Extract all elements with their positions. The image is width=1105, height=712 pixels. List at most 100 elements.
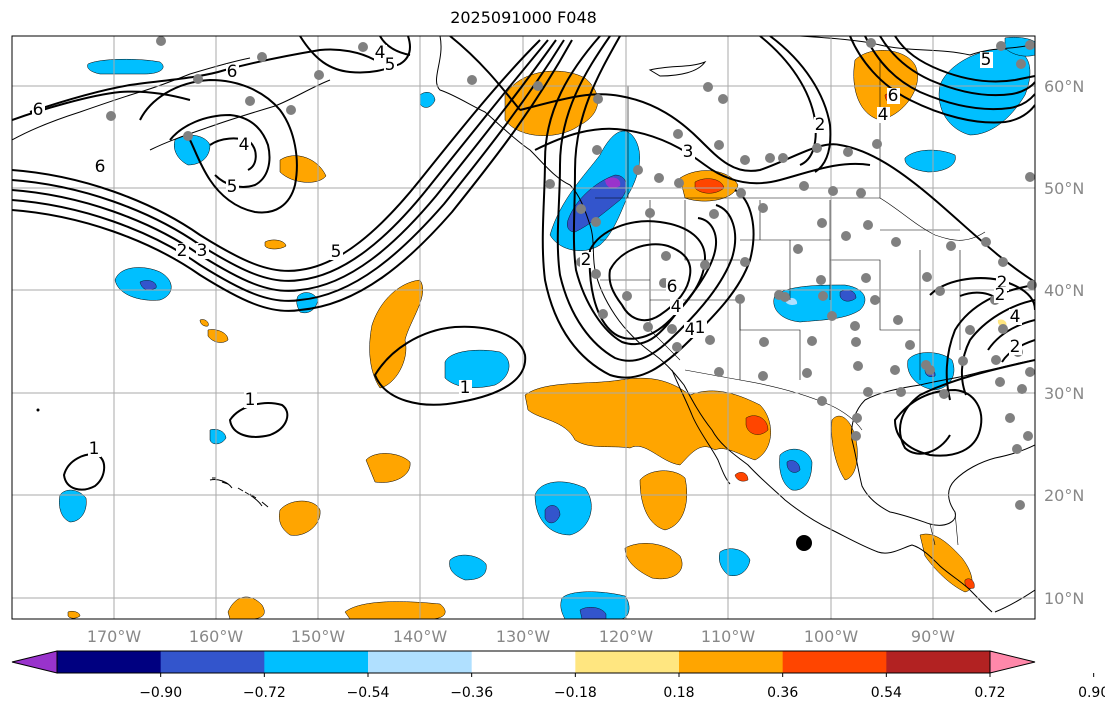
station-marker — [965, 325, 975, 335]
station-marker — [598, 309, 608, 319]
station-marker — [807, 336, 817, 346]
station-marker — [841, 231, 851, 241]
contour-label-background — [1009, 309, 1022, 325]
station-marker — [758, 371, 768, 381]
station-marker — [827, 311, 837, 321]
station-marker — [700, 260, 710, 270]
contour-label-background — [330, 244, 343, 260]
colorbar-segment — [782, 651, 887, 673]
contour-label-background — [980, 52, 993, 68]
station-marker — [705, 335, 715, 345]
contour-label-background — [1009, 339, 1022, 355]
colorbar-segment — [57, 651, 162, 673]
station-marker — [905, 340, 915, 350]
station-marker — [576, 204, 586, 214]
station-marker — [1023, 431, 1033, 441]
map-title: 2025091000 F048 — [450, 8, 597, 27]
station-marker — [778, 153, 788, 163]
station-marker — [818, 291, 828, 301]
contour-label: 6 — [667, 277, 678, 297]
longitude-axis: 170°W 160°W 150°W 140°W 130°W 120°W 110°W 100°W… — [87, 627, 955, 646]
contour-label: 4 — [375, 43, 386, 63]
contour-label: 4 — [239, 135, 250, 155]
station-marker — [622, 291, 632, 301]
colorbar-segment — [575, 651, 680, 673]
map-frame — [11, 35, 1036, 620]
contour-label-background — [694, 320, 707, 336]
station-marker — [674, 178, 684, 188]
contour-label-background — [244, 392, 257, 408]
colorbar-tick-label: 0.54 — [871, 685, 902, 701]
contour-label-background — [94, 159, 107, 175]
contour-label: 3 — [197, 241, 208, 261]
contour-label: 6 — [227, 62, 238, 82]
strong-negative-anomaly-fill — [139, 174, 936, 619]
station-marker — [591, 217, 601, 227]
station-marker — [817, 396, 827, 406]
contour-label: 2 — [581, 250, 592, 270]
station-marker — [591, 269, 601, 279]
station-marker — [1012, 444, 1022, 454]
latitude-label: 10°N — [1044, 589, 1084, 608]
station-marker — [718, 94, 728, 104]
colorbar-tick-label: −0.36 — [450, 685, 493, 701]
station-marker — [925, 365, 935, 375]
station-marker — [851, 431, 861, 441]
station-marker — [998, 257, 1008, 267]
station-marker — [958, 356, 968, 366]
station-marker — [991, 355, 1001, 365]
contour-label-background — [88, 441, 101, 457]
contour-label-background — [459, 380, 472, 396]
contour-label: 4 — [878, 105, 889, 125]
positive-anomaly-fill — [67, 50, 973, 619]
colorbar-extend-high — [989, 650, 1036, 674]
station-marker — [998, 324, 1008, 334]
station-marker — [672, 342, 682, 352]
latitude-label: 20°N — [1044, 486, 1084, 505]
station-marker — [1025, 40, 1035, 50]
colorbar-tick-label: 0.18 — [663, 685, 694, 701]
station-marker — [765, 153, 775, 163]
station-marker — [946, 241, 956, 251]
station-marker — [863, 220, 873, 230]
contour-label-background — [238, 137, 251, 153]
contour-label-background — [32, 102, 45, 118]
islands — [36, 408, 269, 508]
longitude-label: 160°W — [189, 627, 244, 646]
contour-label: 2 — [995, 285, 1006, 305]
station-marker — [358, 42, 368, 52]
station-marker — [1025, 172, 1035, 182]
contour-label-background — [994, 287, 1007, 303]
contour-label: 2 — [997, 273, 1008, 293]
station-marker — [467, 75, 477, 85]
station-marker — [654, 173, 664, 183]
highlighted-point-marker — [796, 535, 812, 551]
latitude-label: 40°N — [1044, 281, 1084, 300]
contour-label: 4 — [685, 320, 696, 340]
station-marker — [1017, 384, 1027, 394]
station-marker — [592, 145, 602, 155]
station-marker — [661, 251, 671, 261]
station-marker — [286, 105, 296, 115]
station-marker — [780, 292, 790, 302]
colorbar-outline — [56, 650, 991, 674]
station-marker — [545, 179, 555, 189]
contour-lines — [12, 36, 1035, 491]
colorbar-extend-low — [11, 650, 58, 674]
station-marker — [758, 203, 768, 213]
station-marker — [852, 413, 862, 423]
station-marker — [861, 273, 871, 283]
station-marker — [193, 74, 203, 84]
colorbar-segment — [160, 651, 265, 673]
station-marker — [828, 186, 838, 196]
station-marker — [922, 272, 932, 282]
station-marker — [714, 367, 724, 377]
station-marker — [817, 218, 827, 228]
station-marker — [866, 38, 876, 48]
station-marker — [863, 387, 873, 397]
station-marker — [106, 111, 116, 121]
longitude-label: 140°W — [393, 627, 448, 646]
station-marker — [799, 181, 809, 191]
latitude-label: 60°N — [1044, 77, 1084, 96]
station-marker — [893, 315, 903, 325]
